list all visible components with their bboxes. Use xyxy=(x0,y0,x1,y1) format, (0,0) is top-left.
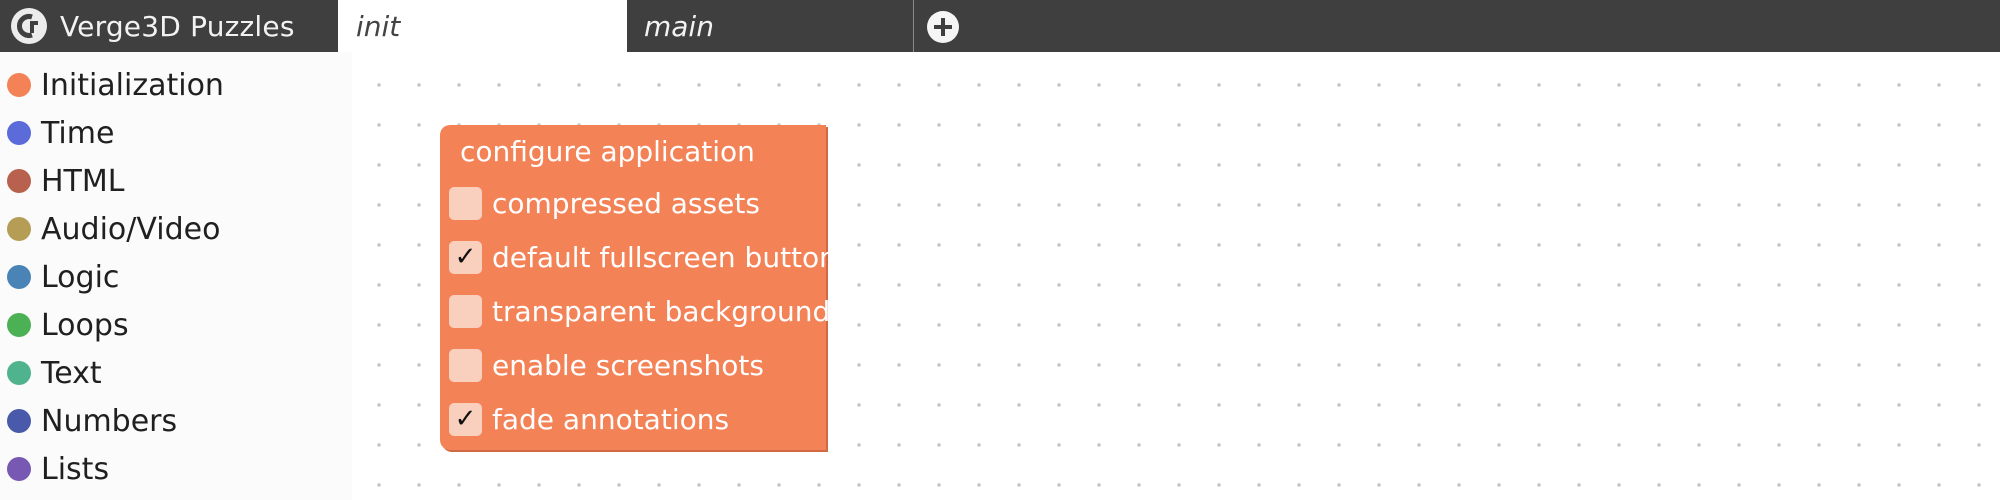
option-label: default fullscreen button xyxy=(492,240,837,274)
category-label: Text xyxy=(41,355,102,391)
fade-annotations-checkbox[interactable]: ✓ xyxy=(449,402,482,436)
category-color-dot xyxy=(7,265,31,289)
tab-init[interactable]: init xyxy=(338,0,627,52)
category-color-dot xyxy=(7,313,31,337)
verge3d-logo-icon xyxy=(11,8,47,44)
option-label: compressed assets xyxy=(492,186,760,220)
option-transparent-background: transparent background xyxy=(449,293,830,329)
option-default-fullscreen-button: ✓ default fullscreen button xyxy=(449,239,837,275)
option-compressed-assets: compressed assets xyxy=(449,185,760,221)
tab-label: main xyxy=(644,9,714,43)
category-label: Time xyxy=(41,115,115,151)
option-label: transparent background xyxy=(492,294,831,328)
category-color-dot xyxy=(7,409,31,433)
toolbox-sidebar: Initialization Time HTML Audio/Video Log… xyxy=(0,52,352,500)
default-fullscreen-button-checkbox[interactable]: ✓ xyxy=(449,240,482,274)
category-color-dot xyxy=(7,217,31,241)
app-title: Verge3D Puzzles xyxy=(60,9,295,43)
category-label: Loops xyxy=(41,307,129,343)
option-enable-screenshots: enable screenshots xyxy=(449,347,764,383)
checkmark-icon: ✓ xyxy=(454,403,477,434)
category-color-dot xyxy=(7,361,31,385)
category-color-dot xyxy=(7,457,31,481)
category-label: Audio/Video xyxy=(41,211,221,247)
category-logic[interactable]: Logic xyxy=(0,257,352,297)
category-html[interactable]: HTML xyxy=(0,161,352,201)
category-time[interactable]: Time xyxy=(0,113,352,153)
category-label: Lists xyxy=(41,451,110,487)
category-label: Logic xyxy=(41,259,120,295)
brand: Verge3D Puzzles xyxy=(0,0,338,52)
transparent-background-checkbox[interactable] xyxy=(449,294,482,328)
option-label: enable screenshots xyxy=(492,348,764,382)
category-lists[interactable]: Lists xyxy=(0,449,352,489)
checkmark-icon xyxy=(449,295,482,328)
category-color-dot xyxy=(7,73,31,97)
category-initialization[interactable]: Initialization xyxy=(0,65,352,105)
top-bar: Verge3D Puzzles init main xyxy=(0,0,2000,52)
category-label: Numbers xyxy=(41,403,178,439)
category-color-dot xyxy=(7,121,31,145)
compressed-assets-checkbox[interactable] xyxy=(449,186,482,220)
block-title: configure application xyxy=(460,135,755,168)
category-numbers[interactable]: Numbers xyxy=(0,401,352,441)
tab-label: init xyxy=(356,9,401,43)
configure-application-block[interactable]: configure application compressed assets … xyxy=(440,125,837,450)
category-text[interactable]: Text xyxy=(0,353,352,393)
checkmark-icon xyxy=(449,349,482,382)
plus-circle-icon[interactable] xyxy=(927,11,959,43)
category-color-dot xyxy=(7,169,31,193)
category-audio-video[interactable]: Audio/Video xyxy=(0,209,352,249)
option-label: fade annotations xyxy=(492,402,730,436)
category-label: HTML xyxy=(41,163,125,199)
checkmark-icon: ✓ xyxy=(454,241,477,272)
category-loops[interactable]: Loops xyxy=(0,305,352,345)
tab-main[interactable]: main xyxy=(627,0,914,52)
enable-screenshots-checkbox[interactable] xyxy=(449,348,482,382)
checkmark-icon xyxy=(449,187,482,220)
category-label: Initialization xyxy=(41,67,224,103)
option-fade-annotations: ✓ fade annotations xyxy=(449,401,729,437)
